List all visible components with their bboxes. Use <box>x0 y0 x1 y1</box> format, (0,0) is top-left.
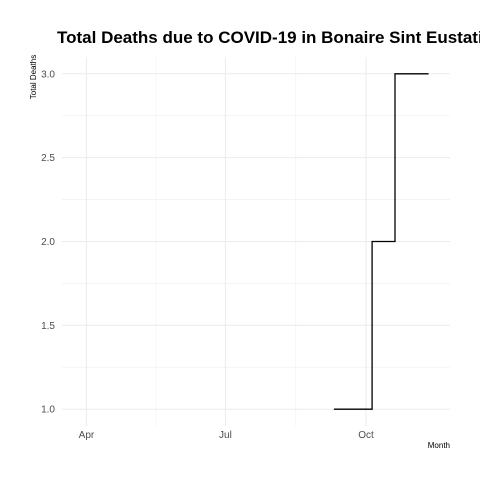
x-tick-label: Jul <box>219 430 232 441</box>
chart-title: Total Deaths due to COVID-19 in Bonaire … <box>57 28 480 47</box>
grid <box>62 57 450 426</box>
y-tick-labels: 1.0 1.5 2.0 2.5 3.0 <box>41 69 55 415</box>
x-tick-label: Apr <box>79 430 95 441</box>
series-line <box>333 73 429 410</box>
x-axis-label: Month <box>428 441 450 450</box>
y-tick-label: 2.0 <box>41 237 55 248</box>
y-tick-label: 3.0 <box>41 69 55 80</box>
x-tick-label: Oct <box>358 430 374 441</box>
series-layer <box>333 73 429 410</box>
y-tick-label: 2.5 <box>41 153 55 164</box>
y-tick-label: 1.0 <box>41 405 55 416</box>
x-tick-labels: Apr Jul Oct <box>79 430 374 441</box>
y-tick-label: 1.5 <box>41 321 55 332</box>
y-axis-label: Total Deaths <box>29 55 38 99</box>
